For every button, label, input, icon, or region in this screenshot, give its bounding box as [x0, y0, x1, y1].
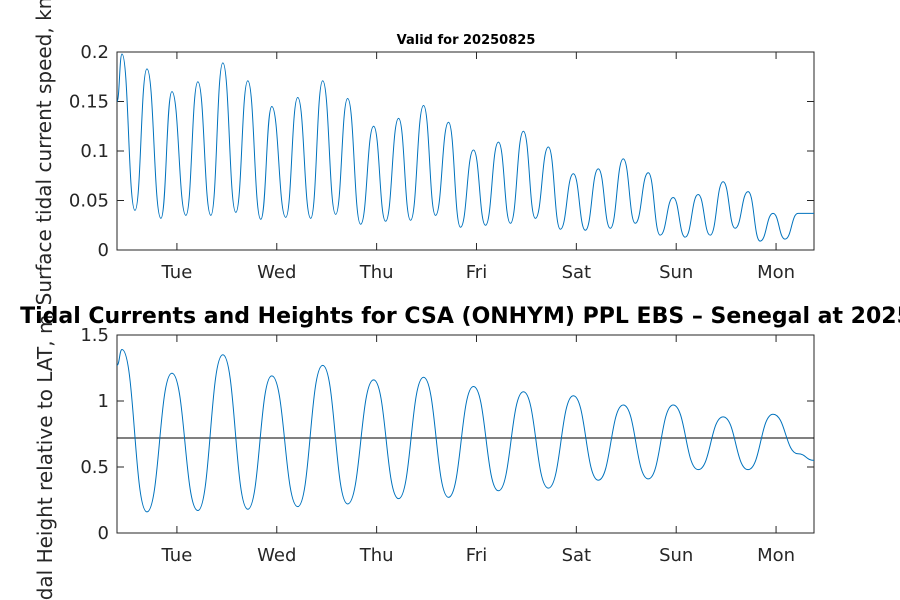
x-tick-label: Sun [659, 262, 693, 283]
y-tick-label: 0.05 [69, 191, 109, 212]
tidal-height-series-line [116, 349, 815, 513]
x-tick-label: Mon [757, 545, 795, 566]
y-tick-label: 1.5 [80, 325, 109, 346]
x-tick-label: Thu [359, 262, 394, 283]
y-tick-label: 0.1 [80, 141, 109, 162]
current-speed-y-axis-label: Surface tidal current speed, kn [32, 0, 56, 305]
y-tick-label: 1 [98, 391, 109, 412]
x-tick-label: Sat [562, 262, 592, 283]
y-tick-label: 0.5 [80, 457, 109, 478]
current-speed-x-ticks: Tue Wed Thu Fri Sat Sun Mon [161, 52, 795, 283]
current-speed-panel: Valid for 20250825 0 0.05 0.1 0.15 0.2 Tue We… [32, 0, 815, 305]
x-tick-label: Tue [161, 262, 193, 283]
x-tick-label: Sat [562, 545, 592, 566]
tidal-height-y-ticks: 0 0.5 1 1.5 [80, 325, 814, 544]
current-speed-y-ticks: 0 0.05 0.1 0.15 0.2 [69, 42, 814, 261]
x-tick-label: Tue [161, 545, 193, 566]
x-tick-label: Sun [659, 545, 693, 566]
y-tick-label: 0 [98, 523, 109, 544]
current-speed-series-line [116, 53, 814, 242]
x-tick-label: Wed [257, 545, 296, 566]
x-tick-label: Fri [466, 545, 487, 566]
current-speed-axes [116, 51, 815, 251]
x-tick-label: Fri [466, 262, 487, 283]
y-tick-label: 0.15 [69, 92, 109, 113]
current-speed-title: Valid for 20250825 [397, 33, 536, 48]
x-tick-label: Wed [257, 262, 296, 283]
x-tick-label: Thu [359, 545, 394, 566]
figure-main-title: Tidal Currents and Heights for CSA (ONHY… [20, 304, 900, 329]
tidal-height-axes [116, 334, 815, 534]
y-tick-label: 0.2 [80, 42, 109, 63]
tidal-height-y-axis-label: Tidal Height relative to LAT, m [33, 315, 57, 600]
x-tick-label: Mon [757, 262, 795, 283]
tidal-height-panel: 0 0.5 1 1.5 Tue Wed Thu Fri Sat Sun Mon Tidal Hei… [33, 315, 815, 600]
y-tick-label: 0 [98, 240, 109, 261]
tidal-height-x-ticks: Tue Wed Thu Fri Sat Sun Mon [161, 335, 795, 566]
